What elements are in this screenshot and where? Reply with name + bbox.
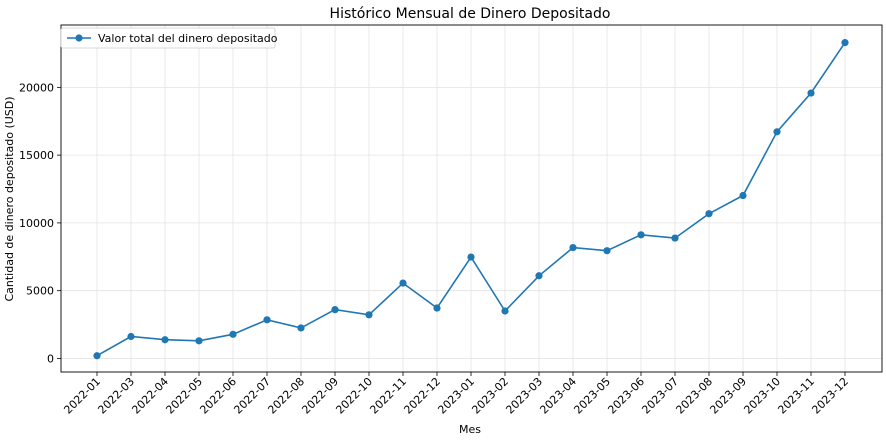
y-tick-label: 0: [47, 352, 54, 365]
data-point: [841, 39, 849, 47]
data-point: [297, 324, 305, 332]
data-point: [93, 352, 101, 360]
y-tick-label: 15000: [19, 149, 54, 162]
data-point: [229, 330, 237, 338]
data-point: [127, 332, 135, 341]
data-point: [705, 210, 713, 218]
y-axis-ticks: 0 5000 10000 15000 20000: [19, 81, 61, 365]
data-point: [467, 253, 475, 261]
x-axis-label: Mes: [459, 423, 481, 436]
chart-title: Histórico Mensual de Dinero Depositado: [330, 6, 611, 22]
data-point: [603, 247, 611, 255]
data-point: [365, 311, 373, 319]
data-point: [739, 191, 747, 200]
data-point: [671, 234, 679, 242]
data-point: [807, 89, 815, 97]
data-points: [93, 39, 849, 360]
legend-box: [60, 27, 276, 49]
data-point: [399, 279, 407, 287]
data-point: [773, 128, 781, 136]
data-point: [535, 272, 543, 280]
legend-marker-swatch: [75, 34, 83, 42]
data-point: [195, 337, 203, 345]
data-point: [331, 306, 339, 314]
data-point: [637, 231, 645, 239]
y-tick-label: 10000: [19, 217, 54, 230]
legend-label: Valor total del dinero depositado: [98, 32, 278, 45]
data-point: [501, 307, 509, 315]
y-tick-label: 20000: [19, 81, 54, 94]
data-point: [433, 304, 441, 312]
data-point: [263, 316, 271, 324]
legend: Valor total del dinero depositado: [60, 27, 278, 49]
data-point: [161, 336, 169, 344]
data-point: [569, 243, 577, 252]
y-tick-label: 5000: [26, 285, 54, 298]
y-axis-label: Cantidad de dinero depositado (USD): [3, 96, 16, 301]
plot-frame: [60, 24, 883, 373]
